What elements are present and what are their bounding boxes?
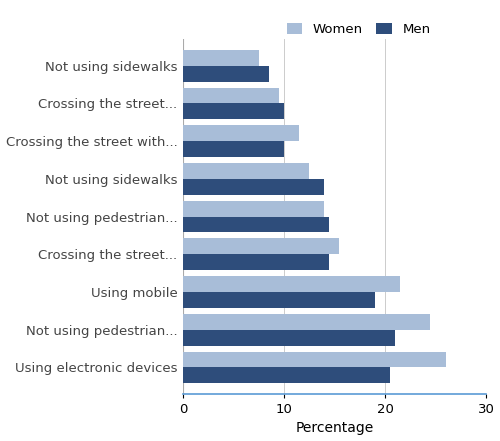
Bar (183, 163, 309, 179)
Bar (183, 50, 258, 66)
Bar (183, 330, 395, 346)
Bar (183, 125, 299, 141)
Bar (183, 276, 400, 292)
Bar (183, 66, 269, 82)
Bar (183, 104, 284, 120)
Bar (183, 179, 324, 195)
Bar (183, 141, 284, 157)
Bar (183, 217, 330, 232)
Bar (183, 351, 446, 367)
Bar (183, 254, 330, 270)
Bar (183, 88, 279, 104)
Legend: Women, Men: Women, Men (282, 18, 436, 41)
Bar (183, 201, 324, 217)
Bar (183, 239, 340, 254)
X-axis label: Percentage: Percentage (296, 422, 374, 435)
Bar (183, 314, 430, 330)
Bar (183, 367, 390, 383)
Bar (183, 292, 375, 308)
